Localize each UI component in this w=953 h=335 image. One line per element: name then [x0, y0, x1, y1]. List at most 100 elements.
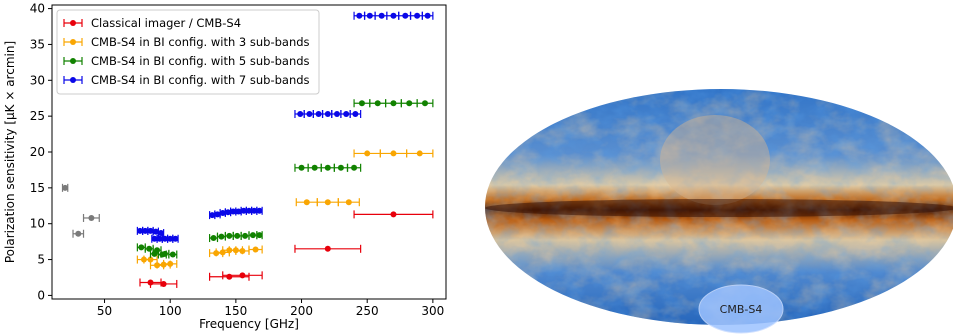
data-point: [390, 12, 397, 19]
data-point: [306, 110, 313, 117]
data-point: [146, 245, 153, 252]
legend: Classical imager / CMB-S4 CMB-S4 in BI co…: [56, 9, 320, 95]
data-point: [333, 110, 340, 117]
y-tick-label: 10: [30, 217, 45, 231]
y-axis-label: Polarization sensitivity [μK × arcmin]: [3, 41, 17, 263]
data-point: [151, 250, 158, 257]
data-point: [311, 164, 318, 171]
legend-box: [56, 9, 320, 95]
data-point: [390, 150, 397, 157]
data-point: [256, 207, 263, 214]
data-point: [356, 12, 363, 19]
data-point: [351, 164, 358, 171]
data-point: [147, 256, 154, 263]
data-point: [152, 228, 159, 235]
data-point: [88, 214, 95, 221]
data-point: [172, 235, 179, 242]
data-point: [315, 110, 322, 117]
data-point: [390, 100, 397, 107]
data-point: [364, 150, 371, 157]
data-point: [160, 280, 167, 287]
data-point: [390, 211, 397, 218]
legend-label: Classical imager / CMB-S4: [91, 16, 241, 30]
data-point: [159, 251, 166, 258]
data-point: [147, 227, 154, 234]
data-point: [167, 235, 174, 242]
data-point: [324, 245, 331, 252]
data-point: [226, 232, 233, 239]
data-point: [242, 232, 249, 239]
data-point: [218, 233, 225, 240]
legend-label: CMB-S4 in BI config. with 3 sub-bands: [91, 35, 310, 49]
sky-map: CMB-S4: [485, 89, 953, 334]
y-tick-label: 25: [30, 109, 45, 123]
x-tick-label: 250: [356, 304, 379, 318]
cmb-s4-patch-label: CMB-S4: [720, 303, 763, 316]
data-point: [230, 208, 237, 215]
data-point: [232, 247, 239, 254]
data-point: [214, 211, 221, 218]
data-point: [209, 212, 216, 219]
data-point: [161, 235, 168, 242]
y-tick-label: 0: [37, 288, 45, 302]
data-point: [256, 232, 263, 239]
x-tick-label: 300: [421, 304, 444, 318]
data-point: [303, 199, 310, 206]
legend-label: CMB-S4 in BI config. with 5 sub-bands: [91, 54, 310, 68]
data-point: [219, 209, 226, 216]
y-tick-label: 35: [30, 37, 45, 51]
x-tick-label: 200: [290, 304, 313, 318]
data-point: [239, 272, 246, 279]
data-point: [235, 208, 242, 215]
data-point: [136, 227, 143, 234]
data-point: [324, 164, 331, 171]
data-point: [246, 207, 252, 214]
y-tick-label: 5: [37, 253, 45, 267]
data-point: [252, 246, 259, 253]
y-tick-label: 40: [30, 2, 45, 16]
x-tick-label: 50: [97, 304, 112, 318]
legend-marker: [70, 58, 76, 64]
data-point: [345, 199, 352, 206]
data-point: [297, 110, 304, 117]
legend-label: CMB-S4 in BI config. with 7 sub-bands: [91, 73, 310, 87]
data-point: [226, 273, 233, 280]
legend-marker: [70, 20, 76, 26]
sensitivity-plot: 50 100 150 200 250 300 0 5 10 15 20 25 30 35 40 Freque…: [3, 2, 447, 331]
y-tick-label: 15: [30, 181, 45, 195]
data-point: [151, 235, 158, 242]
legend-marker: [70, 39, 76, 45]
cmb-s4-patch: [698, 284, 784, 334]
y-tick-label: 20: [30, 145, 45, 159]
data-point: [352, 110, 359, 117]
data-point: [402, 12, 409, 19]
data-point: [169, 251, 176, 258]
data-point: [234, 232, 241, 239]
x-tick-label: 150: [224, 304, 247, 318]
data-point: [343, 110, 350, 117]
data-point: [138, 244, 145, 251]
data-point: [337, 164, 344, 171]
x-tick-label: 100: [159, 304, 182, 318]
data-point: [358, 100, 365, 107]
series-1: [136, 149, 434, 270]
x-axis-label: Frequency [GHz]: [199, 317, 299, 331]
data-point: [374, 100, 381, 107]
series-4: [61, 183, 100, 238]
series-0: [139, 210, 434, 288]
data-point: [210, 235, 217, 242]
data-point: [414, 12, 421, 19]
data-point: [75, 230, 82, 237]
data-point: [240, 207, 247, 214]
data-point: [324, 199, 331, 206]
data-point: [378, 12, 385, 19]
data-point: [324, 110, 331, 117]
data-point: [158, 230, 165, 237]
data-point: [406, 100, 413, 107]
legend-marker: [70, 77, 76, 83]
data-point: [219, 249, 226, 256]
sky-map-projection: [485, 89, 953, 325]
data-point: [298, 164, 305, 171]
series-3: [136, 11, 434, 243]
data-point: [224, 209, 231, 216]
